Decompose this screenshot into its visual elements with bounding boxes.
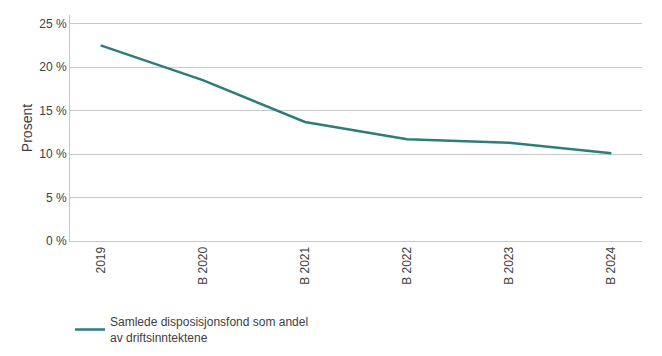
- svg-text:B 2021: B 2021: [298, 246, 312, 284]
- svg-text:B 2024: B 2024: [604, 246, 618, 284]
- svg-text:10 %: 10 %: [39, 147, 67, 161]
- svg-text:0 %: 0 %: [46, 234, 67, 248]
- svg-text:Prosent: Prosent: [19, 104, 35, 152]
- svg-text:25 %: 25 %: [39, 17, 67, 31]
- svg-text:B 2020: B 2020: [196, 246, 210, 284]
- svg-text:Samlede disposisjonsfond som a: Samlede disposisjonsfond som andelav dri…: [110, 315, 308, 345]
- svg-text:B 2022: B 2022: [400, 246, 414, 284]
- svg-text:5 %: 5 %: [46, 191, 67, 205]
- svg-text:2019: 2019: [94, 246, 108, 273]
- svg-text:20 %: 20 %: [39, 60, 67, 74]
- svg-text:15 %: 15 %: [39, 104, 67, 118]
- svg-text:B 2023: B 2023: [502, 246, 516, 284]
